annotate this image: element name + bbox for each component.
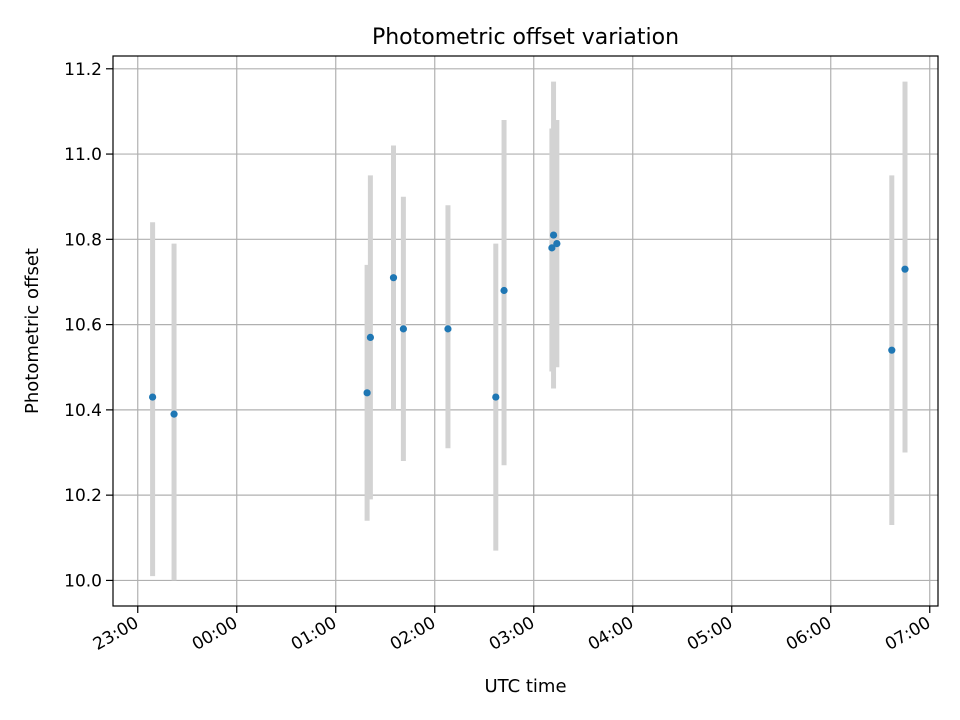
y-axis-label: Photometric offset bbox=[22, 248, 43, 414]
x-axis-label: UTC time bbox=[484, 676, 566, 697]
data-point bbox=[389, 274, 398, 282]
y-tick-label: 10.6 bbox=[64, 316, 102, 336]
grid bbox=[113, 56, 938, 606]
x-tick-label: 23:00 bbox=[90, 613, 142, 655]
data-points bbox=[149, 231, 909, 418]
x-tick-label: 07:00 bbox=[882, 613, 934, 655]
x-tick-label: 02:00 bbox=[387, 613, 439, 655]
data-point bbox=[149, 393, 157, 401]
data-point bbox=[444, 325, 452, 333]
data-point bbox=[363, 389, 371, 397]
x-tick-label: 05:00 bbox=[684, 613, 736, 655]
data-point bbox=[553, 239, 561, 248]
error-bars bbox=[150, 81, 908, 581]
data-point bbox=[901, 265, 909, 273]
data-point bbox=[548, 244, 556, 252]
plot-frame bbox=[112, 55, 939, 607]
x-tick-label: 00:00 bbox=[189, 613, 241, 655]
y-tick-label: 10.0 bbox=[64, 571, 102, 591]
x-tick-label: 03:00 bbox=[486, 613, 538, 655]
x-tick-label: 01:00 bbox=[288, 613, 340, 655]
data-point bbox=[492, 393, 500, 401]
data-point bbox=[888, 346, 896, 354]
x-tick-label: 04:00 bbox=[585, 613, 637, 655]
x-tick-label: 06:00 bbox=[783, 613, 835, 655]
y-tick-label: 10.2 bbox=[64, 486, 102, 506]
y-tick-label: 11.2 bbox=[64, 60, 102, 80]
y-tick-label: 10.8 bbox=[64, 230, 102, 250]
chart-title: Photometric offset variation bbox=[372, 25, 679, 50]
data-point bbox=[399, 325, 407, 333]
data-point bbox=[500, 286, 508, 295]
data-point bbox=[170, 410, 178, 418]
y-tick-label: 11.0 bbox=[64, 145, 102, 165]
y-axis-ticks: 10.0 10.2 10.4 10.6 10.8 11.0 11.2 bbox=[64, 60, 113, 591]
x-axis-ticks: 23:00 00:00 01:00 02:00 03:00 04:00 05:00 06:00… bbox=[90, 606, 934, 655]
y-tick-label: 10.4 bbox=[64, 401, 102, 421]
data-point bbox=[366, 333, 374, 341]
data-point bbox=[549, 231, 558, 239]
